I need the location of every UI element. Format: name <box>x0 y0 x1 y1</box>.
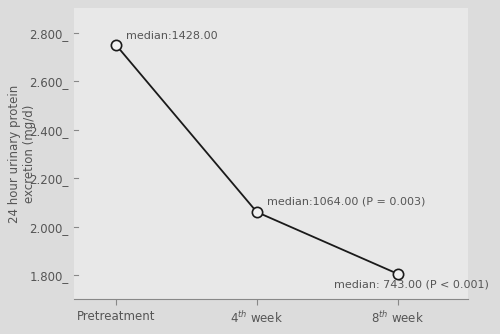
Text: median:1064.00 (P = 0.003): median:1064.00 (P = 0.003) <box>266 197 425 207</box>
Point <box>394 271 402 277</box>
Point <box>112 42 120 47</box>
Point <box>253 209 261 215</box>
Y-axis label: 24 hour urinary protein
excretion (mg/d): 24 hour urinary protein excretion (mg/d) <box>8 85 36 223</box>
Text: median: 743.00 (P < 0.001): median: 743.00 (P < 0.001) <box>334 279 489 289</box>
Text: median:1428.00: median:1428.00 <box>126 31 218 41</box>
